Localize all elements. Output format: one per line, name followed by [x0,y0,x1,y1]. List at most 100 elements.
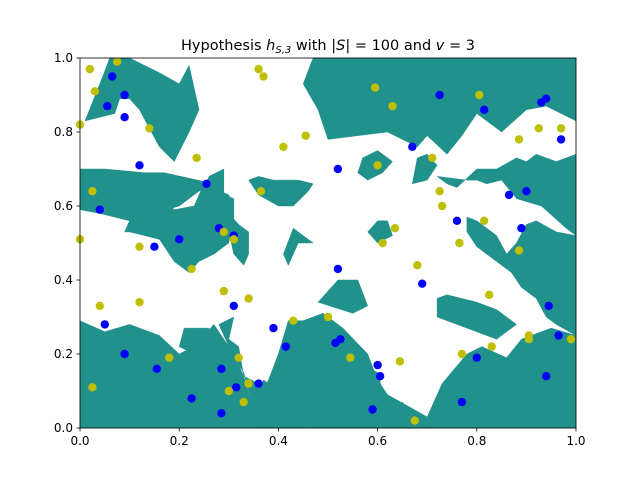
point-s0-24 [333,264,343,274]
point-s1-50 [524,335,534,344]
point-s0-42 [544,301,553,311]
point-s1-39 [435,187,444,196]
point-s0-2 [120,90,129,100]
point-s1-28 [323,312,333,322]
point-s1-5 [95,301,105,311]
point-s1-53 [566,335,576,344]
point-s0-19 [254,379,263,388]
point-s0-16 [217,364,226,373]
y-tick-label-5: 1.0 [54,51,73,65]
point-s1-11 [165,353,174,362]
point-s1-20 [244,294,253,303]
point-s0-18 [232,383,241,392]
point-s0-6 [95,205,105,214]
point-s0-26 [368,405,377,414]
point-s0-3 [120,113,129,122]
point-s0-30 [418,279,427,288]
point-s0-32 [452,216,462,225]
point-s1-6 [88,187,97,196]
point-s1-21 [224,386,233,396]
point-s1-42 [457,349,467,359]
point-s1-35 [395,357,405,366]
point-s1-15 [219,227,228,237]
point-s1-13 [192,153,201,163]
point-s0-4 [135,161,144,170]
y-tick-label-4: 0.8 [54,125,73,139]
region-4 [178,327,220,385]
point-s0-44 [556,135,566,144]
point-s1-8 [135,242,144,251]
point-s1-32 [378,238,387,248]
point-s1-12 [187,264,196,274]
point-s0-21 [281,342,290,351]
region-15 [317,279,369,314]
point-s1-23 [239,397,248,407]
point-s1-37 [413,261,422,270]
point-s1-41 [455,238,464,248]
x-tick-label-1: 0.2 [170,434,189,448]
point-s1-27 [289,316,298,325]
point-s1-1 [113,57,122,66]
point-s1-46 [487,342,496,351]
point-s1-45 [485,290,494,299]
point-s1-0 [85,64,95,74]
point-s0-23 [336,335,345,344]
x-tick-label-2: 0.4 [269,434,288,448]
point-s0-0 [108,72,117,81]
point-s1-48 [514,246,524,255]
point-s0-27 [373,360,382,370]
point-s0-43 [554,331,563,340]
point-s1-31 [373,161,382,170]
point-s0-29 [408,142,417,151]
point-s1-22 [234,353,243,362]
point-s0-17 [229,301,238,311]
point-s0-14 [187,394,196,403]
y-axis: 0.0 0.2 0.4 0.6 0.8 1.0 [54,51,80,435]
point-s0-40 [542,94,551,103]
point-s1-25 [279,142,288,151]
point-s0-11 [100,320,110,329]
point-s0-41 [542,372,551,381]
y-tick-label-3: 0.6 [54,199,73,213]
point-s1-19 [256,187,266,196]
point-s0-28 [375,372,385,381]
x-tick-label-4: 0.8 [467,434,486,448]
data-points [75,57,576,425]
region-16 [302,57,577,155]
point-s1-18 [259,72,268,81]
point-s0-5 [202,179,211,188]
point-s0-36 [504,190,514,200]
x-tick-label-3: 0.6 [368,434,387,448]
point-s0-15 [217,409,226,418]
chart-title: Hypothesis hS,3 with |S| = 100 and v = 3 [181,38,475,56]
point-s1-33 [388,101,397,111]
point-s1-2 [90,87,100,96]
point-s1-16 [229,235,238,244]
point-s1-17 [254,64,263,74]
region-13 [367,220,393,244]
point-s0-13 [152,364,162,373]
point-s1-43 [475,90,484,100]
region-10 [283,227,314,266]
point-s1-10 [88,383,97,392]
point-s1-38 [428,153,437,163]
point-s0-38 [522,187,531,196]
point-s0-34 [472,353,481,362]
point-s1-29 [346,353,355,362]
point-s0-25 [333,164,343,174]
region-11 [248,176,314,207]
point-s0-35 [480,105,489,115]
point-s1-52 [556,124,566,133]
x-tick-label-0: 0.0 [70,434,89,448]
point-s0-8 [150,242,159,251]
point-s0-31 [435,90,444,100]
region-19 [436,294,517,340]
x-tick-label-5: 1.0 [566,434,585,448]
point-s1-47 [514,135,524,144]
point-s0-37 [517,224,526,233]
point-s1-40 [437,201,447,211]
point-s1-26 [301,131,310,140]
point-s0-20 [269,323,278,333]
x-axis: 0.0 0.2 0.4 0.6 0.8 1.0 [70,428,586,448]
